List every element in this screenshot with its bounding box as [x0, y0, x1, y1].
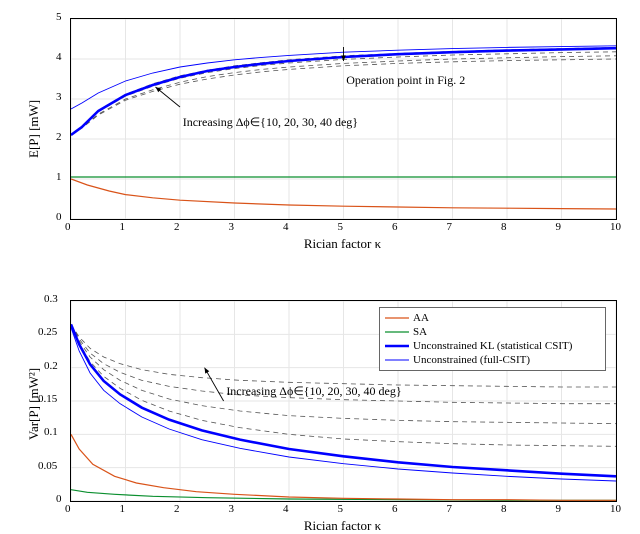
ytick-label: 0 — [56, 211, 62, 223]
ep-xlabel: Rician factor κ — [293, 236, 393, 252]
ytick-label: 0 — [56, 493, 62, 505]
operation-point-annotation: Operation point in Fig. 2 — [346, 73, 465, 88]
legend-entry: Unconstrained (full-CSIT) — [385, 353, 600, 367]
legend-label: AA — [413, 312, 429, 324]
ep-vs-kappa-chart: Operation point in Fig. 2 Increasing Δϕ∈… — [70, 18, 617, 220]
xtick-label: 1 — [120, 221, 126, 233]
legend-entry: AA — [385, 311, 600, 325]
xtick-label: 0 — [65, 221, 71, 233]
legend-label: Unconstrained KL (statistical CSIT) — [413, 340, 572, 352]
legend-swatch — [385, 326, 409, 338]
legend-label: Unconstrained (full-CSIT) — [413, 354, 530, 366]
ytick-label: 1 — [56, 171, 62, 183]
legend-entry: Unconstrained KL (statistical CSIT) — [385, 339, 600, 353]
ytick-label: 0.25 — [38, 326, 57, 338]
xtick-label: 9 — [556, 503, 562, 515]
ytick-label: 2 — [56, 131, 62, 143]
xtick-label: 6 — [392, 503, 398, 515]
xtick-label: 3 — [229, 503, 235, 515]
varp-xlabel: Rician factor κ — [293, 518, 393, 534]
legend-swatch — [385, 354, 409, 366]
xtick-label: 8 — [501, 221, 507, 233]
xtick-label: 10 — [610, 221, 621, 233]
legend-swatch — [385, 340, 409, 352]
ytick-label: 5 — [56, 11, 62, 23]
xtick-label: 0 — [65, 503, 71, 515]
ytick-label: 3 — [56, 91, 62, 103]
xtick-label: 2 — [174, 221, 180, 233]
xtick-label: 5 — [338, 503, 344, 515]
varp-vs-kappa-chart: Increasing Δϕ∈{10, 20, 30, 40 deg} AA SA U… — [70, 300, 617, 502]
ytick-label: 0.05 — [38, 460, 57, 472]
legend-swatch — [385, 312, 409, 324]
xtick-label: 6 — [392, 221, 398, 233]
ytick-label: 4 — [56, 51, 62, 63]
ytick-label: 0.3 — [44, 293, 58, 305]
legend-entry: SA — [385, 325, 600, 339]
xtick-label: 2 — [174, 503, 180, 515]
xtick-label: 1 — [120, 503, 126, 515]
xtick-label: 7 — [447, 503, 453, 515]
xtick-label: 4 — [283, 221, 289, 233]
xtick-label: 4 — [283, 503, 289, 515]
series-legend: AA SA Unconstrained KL (statistical CSIT) U… — [379, 307, 606, 371]
ytick-label: 0.15 — [38, 393, 57, 405]
xtick-label: 10 — [610, 503, 621, 515]
legend-label: SA — [413, 326, 427, 338]
increasing-dphi-annotation-top: Increasing Δϕ∈{10, 20, 30, 40 deg} — [183, 115, 358, 130]
increasing-dphi-annotation-bottom: Increasing Δϕ∈{10, 20, 30, 40 deg} — [226, 384, 401, 399]
xtick-label: 5 — [338, 221, 344, 233]
xtick-label: 8 — [501, 503, 507, 515]
ep-ylabel: E[P] [mW] — [26, 100, 42, 158]
ytick-label: 0.1 — [44, 426, 58, 438]
xtick-label: 7 — [447, 221, 453, 233]
ytick-label: 0.2 — [44, 360, 58, 372]
xtick-label: 3 — [229, 221, 235, 233]
xtick-label: 9 — [556, 221, 562, 233]
